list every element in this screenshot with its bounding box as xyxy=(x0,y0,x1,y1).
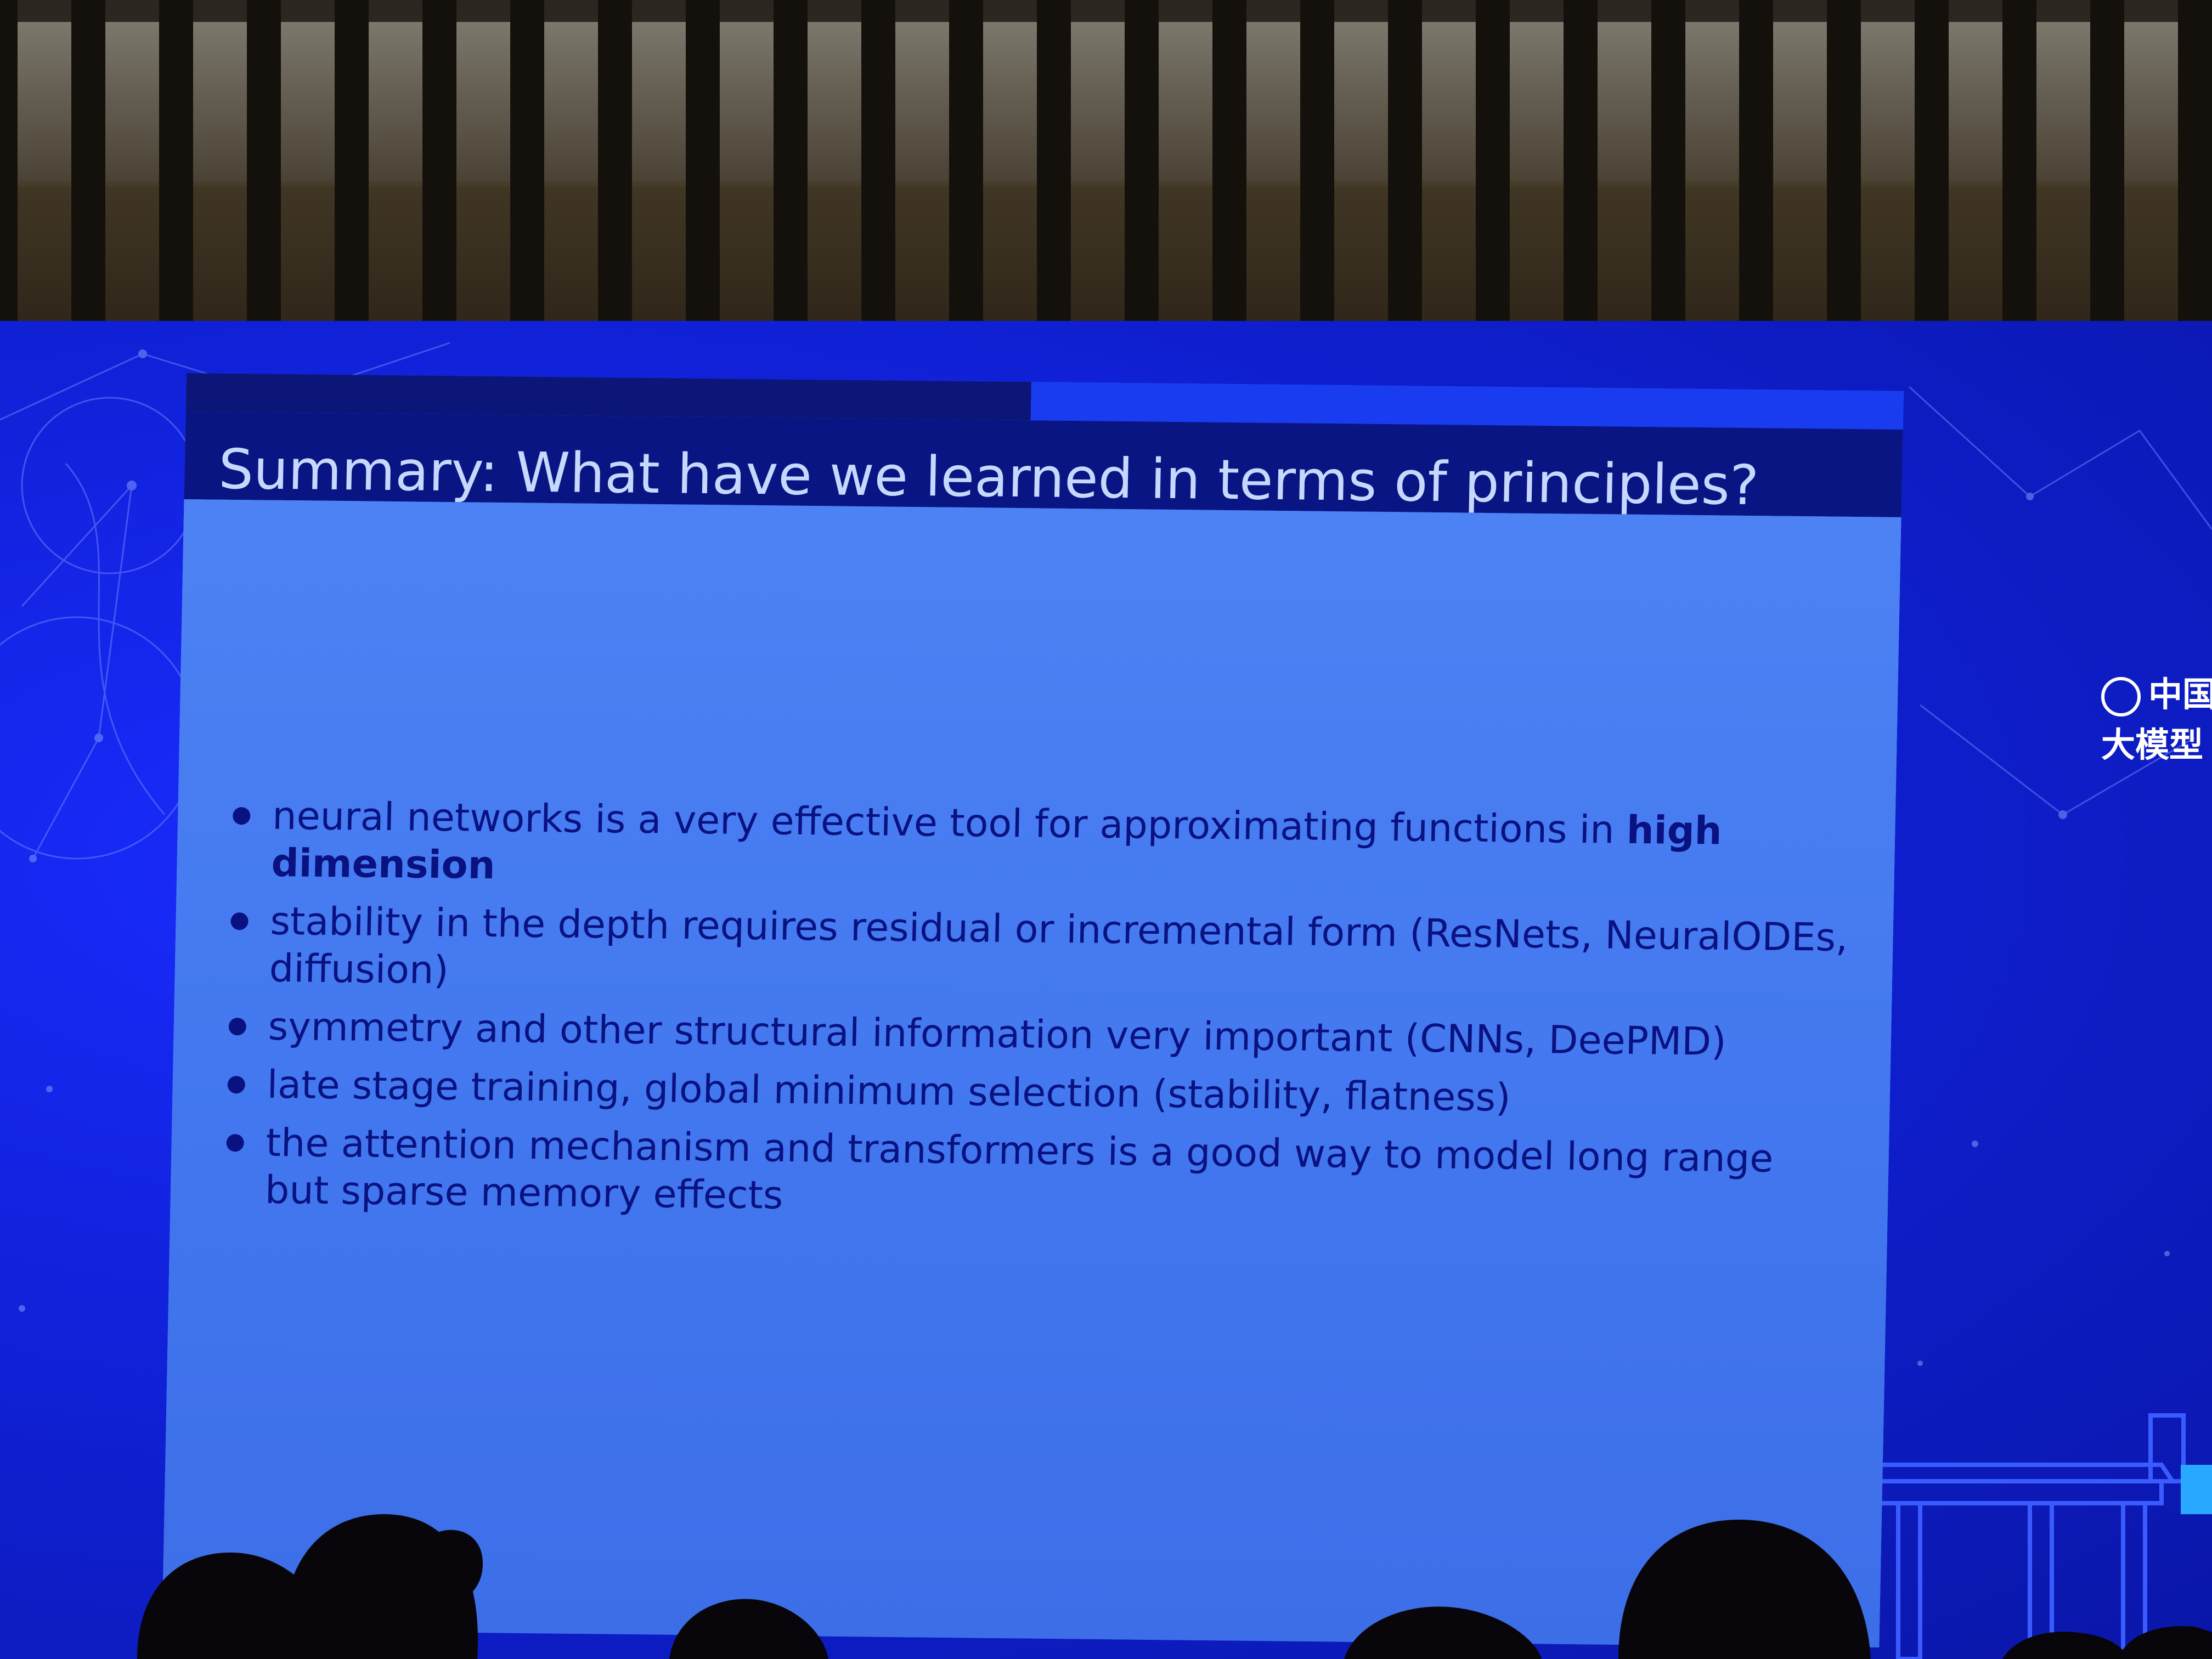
side-logo-line2: 大模型 xyxy=(2101,725,2204,765)
ceiling-slats xyxy=(0,0,2212,351)
emblem-icon xyxy=(2101,676,2141,716)
side-logo-line1: 中国 xyxy=(2148,674,2212,714)
network-pattern xyxy=(0,342,2212,1366)
side-panel-accent xyxy=(2181,1465,2212,1514)
side-logo: 中国 大模型 xyxy=(2101,669,2212,770)
wooden-slats xyxy=(0,0,2212,351)
